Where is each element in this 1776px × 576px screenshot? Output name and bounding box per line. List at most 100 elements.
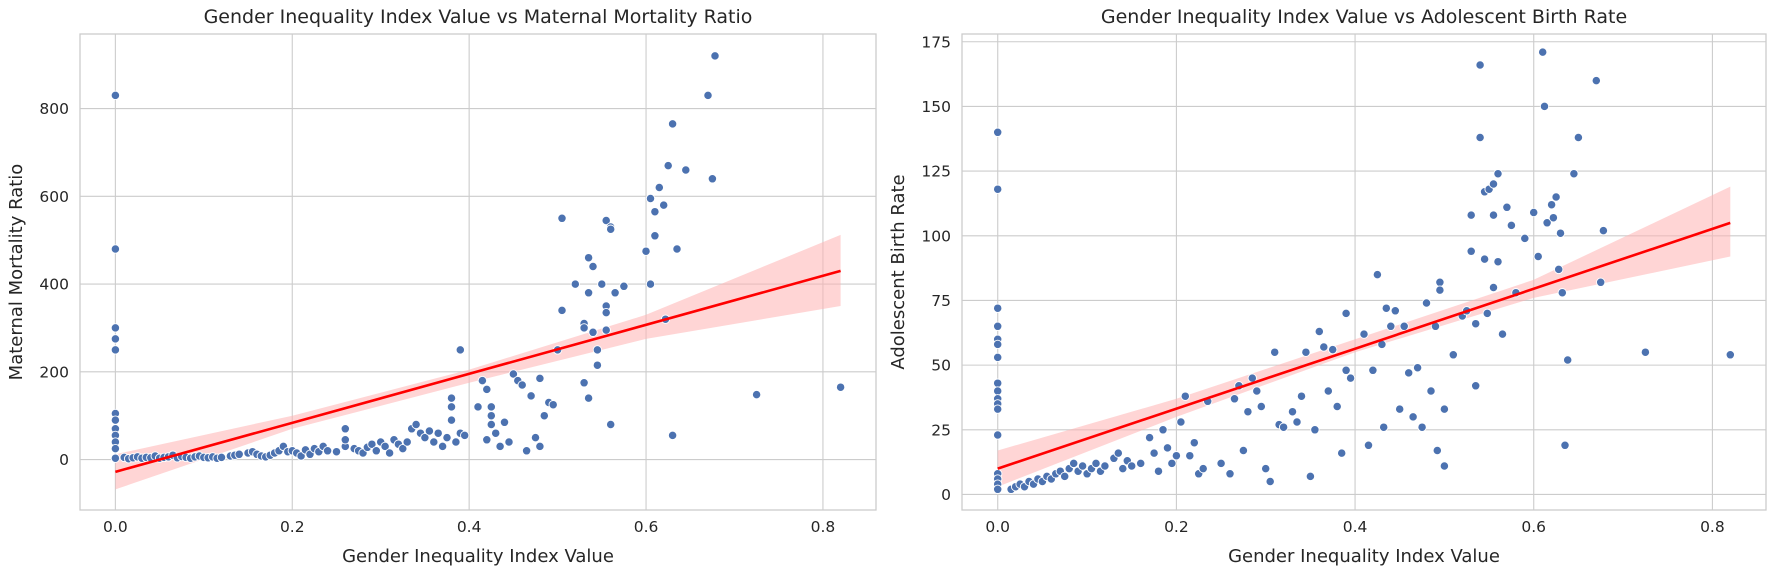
data-point xyxy=(1432,445,1442,456)
data-point xyxy=(1091,458,1101,469)
data-point xyxy=(1529,207,1539,218)
data-point xyxy=(1497,329,1508,339)
data-point xyxy=(371,446,381,456)
data-point xyxy=(1256,401,1266,412)
data-point xyxy=(993,484,1003,494)
data-point xyxy=(1118,463,1128,474)
data-point xyxy=(1296,391,1307,401)
data-point xyxy=(1520,233,1530,244)
regression-line xyxy=(115,269,841,474)
data-point xyxy=(110,334,121,344)
data-point xyxy=(535,373,545,384)
data-point xyxy=(1229,394,1240,404)
data-point xyxy=(539,411,549,421)
y-tick-label: 125 xyxy=(921,163,951,181)
chart-title: Gender Inequality Index Value vs Adolesc… xyxy=(1101,6,1627,28)
data-point xyxy=(667,119,678,129)
data-point xyxy=(993,321,1003,331)
data-point xyxy=(993,352,1003,363)
data-point xyxy=(650,231,660,241)
data-point xyxy=(530,432,541,443)
data-point xyxy=(583,288,594,298)
data-point xyxy=(588,327,598,337)
regression-line xyxy=(997,221,1731,470)
data-point xyxy=(1557,288,1567,298)
data-point xyxy=(429,437,439,447)
data-point xyxy=(681,165,691,175)
data-point xyxy=(1408,412,1418,422)
x-tick-label: 0.6 xyxy=(1521,518,1546,536)
data-point xyxy=(1363,440,1374,450)
data-point xyxy=(1341,308,1351,319)
data-point xyxy=(482,384,492,395)
x-tick-label: 0.4 xyxy=(1343,518,1368,536)
data-point xyxy=(1560,440,1570,450)
data-point xyxy=(641,246,651,256)
data-point xyxy=(508,369,519,379)
chart-maternal-mortality: 0.0 0.2 0.4 0.6 0.8 0 200 400 600 800 Gender Inequ… xyxy=(6,6,877,567)
data-point xyxy=(1448,350,1458,360)
data-point xyxy=(606,419,616,430)
data-point xyxy=(526,391,536,401)
data-point xyxy=(1278,422,1289,432)
data-point xyxy=(1390,306,1400,316)
data-point xyxy=(473,402,483,412)
data-point xyxy=(1466,246,1476,256)
data-point xyxy=(1332,401,1342,412)
data-point xyxy=(340,435,350,445)
data-point xyxy=(521,446,532,456)
data-point xyxy=(384,448,395,458)
data-point xyxy=(535,441,545,452)
data-point xyxy=(993,184,1003,194)
data-point xyxy=(460,430,470,441)
data-point xyxy=(1216,458,1226,469)
data-point xyxy=(1337,448,1347,458)
data-point xyxy=(411,419,421,430)
data-point xyxy=(1475,60,1485,70)
data-point xyxy=(1069,458,1079,469)
data-point xyxy=(433,428,443,438)
data-point xyxy=(1569,169,1579,179)
data-point xyxy=(1573,132,1584,143)
data-point xyxy=(557,305,567,316)
data-point xyxy=(1435,277,1445,287)
y-tick-label: 100 xyxy=(921,227,951,245)
data-point xyxy=(499,417,510,427)
data-point xyxy=(402,437,412,447)
y-tick-label: 0 xyxy=(59,451,69,469)
data-point xyxy=(1189,438,1199,448)
data-point xyxy=(1439,461,1450,471)
data-point xyxy=(1554,264,1564,275)
data-point xyxy=(486,411,496,421)
data-point xyxy=(1100,461,1110,471)
y-tick-label: 50 xyxy=(931,357,951,375)
data-point xyxy=(442,432,452,443)
data-point xyxy=(1225,469,1235,479)
data-point xyxy=(1153,466,1164,476)
data-point xyxy=(1563,355,1573,365)
data-point xyxy=(1479,254,1490,264)
data-point xyxy=(486,402,496,412)
data-point xyxy=(446,415,457,425)
data-point xyxy=(557,213,567,223)
data-point xyxy=(707,174,718,184)
data-point xyxy=(1265,476,1275,487)
x-tick-label: 0.6 xyxy=(634,518,659,536)
x-tick-label: 0.0 xyxy=(985,518,1010,536)
data-point xyxy=(1149,448,1159,458)
x-tick-label: 0.0 xyxy=(103,518,128,536)
x-tick-label: 0.8 xyxy=(811,518,836,536)
x-tick-label: 0.8 xyxy=(1700,518,1725,536)
data-point xyxy=(1493,257,1503,267)
data-point xyxy=(446,393,457,403)
data-point xyxy=(1555,228,1566,238)
chart-adolescent-birth-rate: 0.0 0.2 0.4 0.6 0.8 0 25 50 75 100 125 150 175 Gender… xyxy=(888,6,1767,567)
data-point xyxy=(1506,220,1517,231)
data-point xyxy=(495,441,505,452)
y-axis-label: Maternal Mortality Ratio xyxy=(6,164,27,381)
data-point xyxy=(1399,321,1409,331)
data-point xyxy=(1542,218,1552,228)
data-point xyxy=(993,386,1003,396)
data-point xyxy=(1323,386,1333,396)
